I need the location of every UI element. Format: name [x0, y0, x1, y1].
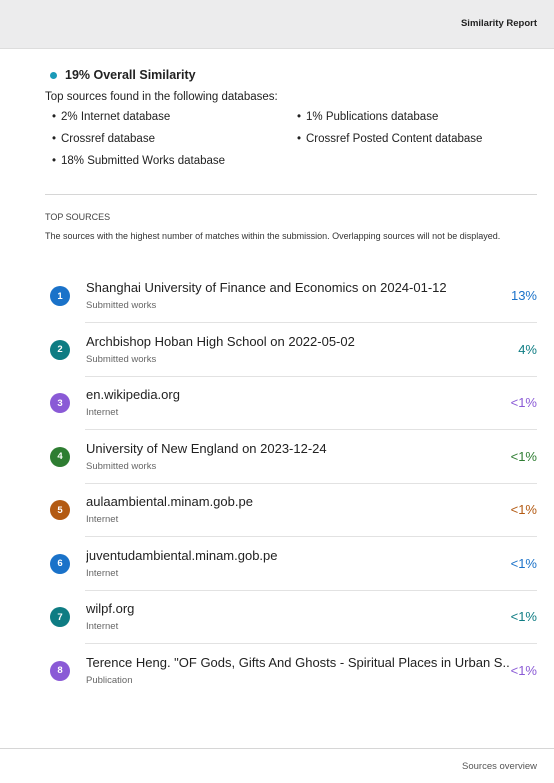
source-title: Terence Heng. "OF Gods, Gifts And Ghosts… — [86, 654, 510, 670]
source-percent: <1% — [510, 502, 537, 517]
source-percent: <1% — [510, 448, 537, 464]
source-percent: <1% — [510, 555, 537, 571]
row-divider — [85, 375, 537, 377]
status-dot — [50, 72, 57, 79]
source-title: wilpf.org — [86, 601, 135, 616]
divider — [45, 194, 537, 195]
section-description: The sources with the highest number of m… — [45, 231, 501, 241]
rank-badge: 7 — [50, 607, 70, 627]
row-divider — [85, 589, 537, 591]
source-percent: 13% — [510, 288, 537, 303]
footer-line — [0, 748, 554, 749]
source-type: Publication — [86, 674, 133, 686]
source-percent: <1% — [510, 662, 537, 678]
rank-badge: 4 — [50, 446, 70, 467]
section-heading: TOP SOURCES — [45, 212, 111, 222]
source-title: juventudambiental.minam.gob.pe — [86, 547, 278, 563]
database-item: Crossref database — [52, 133, 155, 145]
source-type: Internet — [86, 514, 119, 525]
rank-badge: 5 — [50, 500, 70, 520]
source-title: aulaambiental.minam.gob.pe — [86, 494, 253, 509]
rank-badge: 2 — [50, 339, 70, 360]
rank-badge: 6 — [50, 553, 70, 574]
source-percent: 4% — [518, 341, 537, 357]
rank-badge: 8 — [50, 660, 70, 681]
source-type: Internet — [86, 621, 119, 632]
row-divider — [85, 643, 537, 644]
database-item: Crossref Posted Content database — [297, 133, 482, 145]
source-title: en.wikipedia.org — [86, 387, 180, 402]
source-title: Archbishop Hoban High School on 2022-05-… — [86, 333, 355, 349]
source-type: Submitted works — [86, 300, 157, 311]
row-divider — [85, 429, 537, 430]
source-type: Submitted works — [86, 353, 157, 365]
source-type: Submitted works — [86, 460, 157, 472]
database-item: 18% Submitted Works database — [52, 155, 225, 167]
report-title: Similarity Report — [460, 18, 537, 29]
header-bar — [0, 0, 554, 49]
source-type: Internet — [86, 567, 119, 579]
source-type: Internet — [86, 407, 119, 418]
source-title: Shanghai University of Finance and Econo… — [86, 280, 447, 295]
overall-similarity: 19% Overall Similarity — [65, 68, 196, 82]
source-percent: <1% — [510, 609, 537, 624]
database-item: 1% Publications database — [297, 111, 438, 123]
databases-intro: Top sources found in the following datab… — [45, 91, 278, 103]
rank-badge: 3 — [50, 393, 70, 413]
source-percent: <1% — [510, 395, 537, 410]
rank-badge: 1 — [50, 286, 70, 306]
row-divider — [85, 536, 537, 537]
database-item: 2% Internet database — [52, 111, 170, 123]
row-divider — [85, 322, 537, 323]
row-divider — [85, 482, 537, 484]
source-title: University of New England on 2023-12-24 — [86, 440, 327, 456]
footer-label: Sources overview — [462, 761, 537, 772]
